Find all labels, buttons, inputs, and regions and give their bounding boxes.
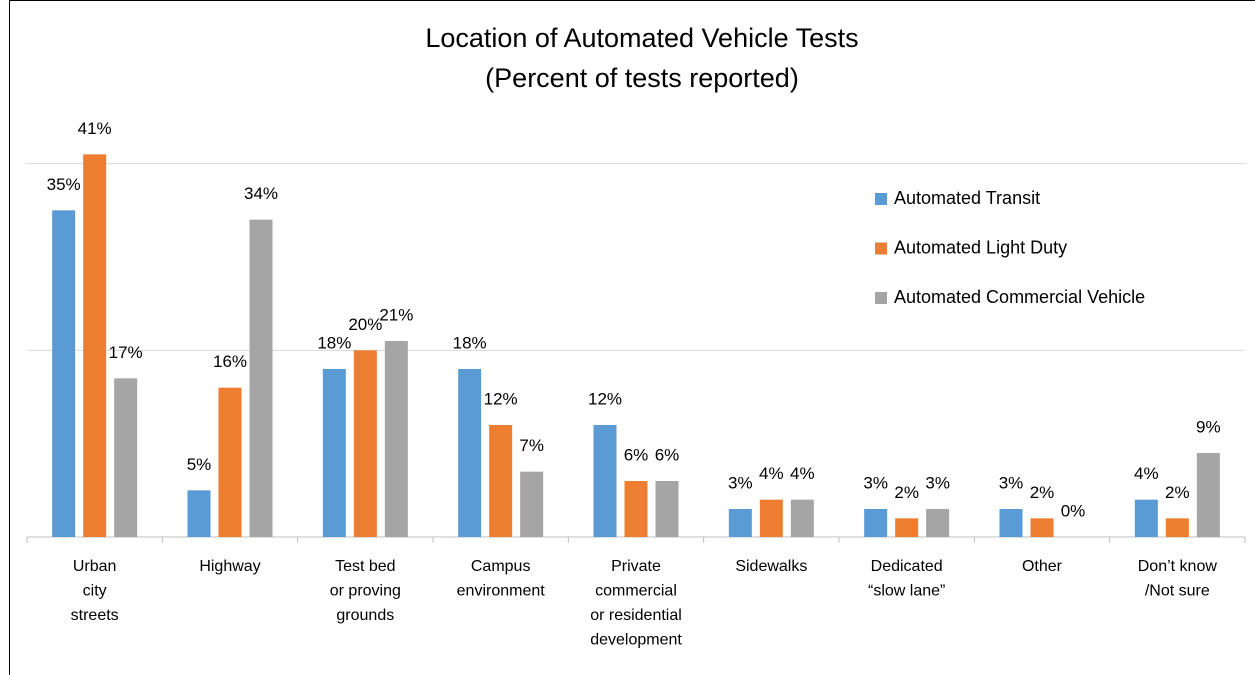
bar [895,518,919,537]
data-label: 3% [728,473,753,492]
bar [728,509,752,537]
bar [1134,499,1158,537]
bar [218,387,242,537]
bar [864,509,888,537]
data-label: 41% [78,119,112,138]
bar [458,369,482,537]
x-tick-label: Test bed [335,558,395,575]
data-label: 20% [348,315,382,334]
data-label: 2% [1165,483,1190,502]
x-tick-label: Other [1022,558,1063,575]
data-label: 2% [1030,483,1055,502]
data-label: 18% [317,333,351,352]
bar [1165,518,1189,537]
data-label: 35% [47,175,81,194]
data-label: 2% [894,483,919,502]
x-tick-label: or proving [330,583,401,600]
bar [1196,453,1220,537]
legend-label: Automated Light Duty [894,237,1067,257]
x-tick-label: Dedicated [871,558,943,575]
legend-swatch [875,193,887,205]
x-tick-label: or residential [590,607,682,624]
x-tick-label: Sidewalks [735,558,807,575]
bar [249,219,273,537]
data-label: 5% [187,455,212,474]
legend-label: Automated Transit [894,188,1040,208]
bar [83,154,107,538]
data-label: 16% [213,352,247,371]
x-tick-label: Private [611,558,661,575]
legend-swatch [875,292,887,304]
data-label: 3% [925,473,950,492]
x-tick-label: Urban [73,558,117,575]
data-label: 18% [453,333,487,352]
chart-title: (Percent of tests reported) [485,63,799,93]
bar [624,481,648,537]
x-tick-label: /Not sure [1145,583,1210,600]
x-tick-label: grounds [336,607,394,624]
data-label: 0% [1061,501,1086,520]
bar [489,425,513,537]
x-tick-label: Campus [471,558,531,575]
x-tick-label: environment [457,583,546,600]
bar [926,509,950,537]
bar [187,490,211,537]
data-label: 34% [244,184,278,203]
x-tick-label: streets [71,607,119,624]
bar [353,350,377,537]
legend-swatch [875,242,887,255]
data-label: 4% [759,464,784,483]
data-label: 4% [790,464,815,483]
x-tick-label: city [83,583,107,600]
chart-border [9,0,1255,675]
x-tick-label: “slow lane” [868,583,945,600]
x-tick-label: commercial [595,583,677,600]
legend-label: Automated Commercial Vehicle [894,287,1145,307]
x-tick-label: Highway [199,558,260,575]
bar [52,210,76,538]
bar [384,341,408,537]
bar [999,509,1023,537]
x-tick-label: development [590,632,682,649]
data-label: 21% [379,305,413,324]
bar [520,471,544,537]
data-label: 17% [109,343,143,362]
data-label: 6% [624,445,649,464]
x-tick-label: Don’t know [1138,558,1218,575]
data-label: 9% [1196,417,1221,436]
data-label: 6% [655,445,680,464]
bar [655,481,679,537]
data-label: 3% [999,473,1024,492]
bar [1030,518,1054,537]
data-label: 4% [1134,464,1159,483]
chart-title: Location of Automated Vehicle Tests [425,23,858,53]
bar [759,499,783,537]
bar [322,369,346,537]
data-label: 7% [519,436,544,455]
bar [114,378,138,537]
data-label: 12% [484,389,518,408]
data-label: 12% [588,389,622,408]
data-label: 3% [863,473,888,492]
bar [593,425,617,537]
bar [790,499,814,537]
